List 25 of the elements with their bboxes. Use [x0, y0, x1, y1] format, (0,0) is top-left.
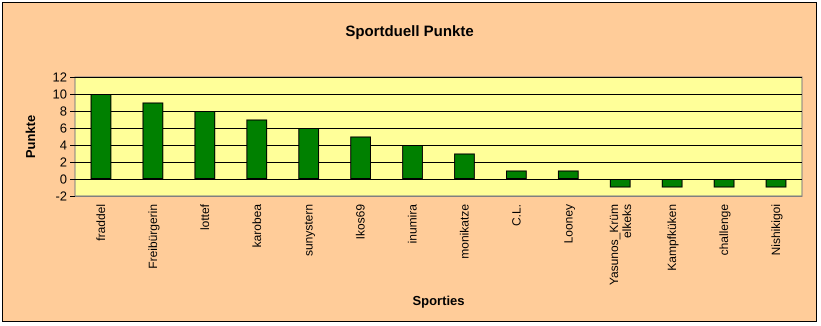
x-tick-label: C.L. — [509, 204, 524, 226]
x-tick-label: Nishikigoi — [769, 204, 784, 256]
x-tick-label: Looney — [561, 204, 576, 244]
y-tick-label: 4 — [60, 138, 67, 152]
x-tick-label: fraddel — [94, 204, 108, 241]
x-tick-label: karobea — [250, 204, 264, 248]
x-tick-label: Yasunos_Krümelkeks — [606, 204, 634, 286]
y-tick-label: -2 — [55, 188, 67, 204]
y-tick-label: 6 — [60, 120, 67, 136]
y-axis-title: Punkte — [23, 114, 38, 158]
x-tick-label: challenge — [717, 204, 732, 256]
x-tick-label: monikatze — [457, 204, 472, 259]
x-tick-label: Kampfküken — [665, 204, 680, 271]
x-tick-label: sunystern — [302, 204, 316, 256]
y-tick-label: 8 — [60, 104, 67, 118]
x-axis-title: Sporties — [412, 293, 465, 308]
x-tick-label: Freibürgerin — [146, 204, 160, 269]
y-tick-label: 0 — [60, 172, 67, 186]
y-tick-label: 10 — [52, 86, 67, 102]
x-tick-label: inumira — [406, 204, 420, 244]
x-tick-label: lottef — [198, 203, 212, 230]
chart-title: Sportduell Punkte — [345, 23, 474, 40]
x-tick-label: Ikos69 — [354, 204, 368, 240]
y-tick-label: 2 — [60, 154, 67, 170]
y-tick-label: 12 — [52, 70, 67, 84]
